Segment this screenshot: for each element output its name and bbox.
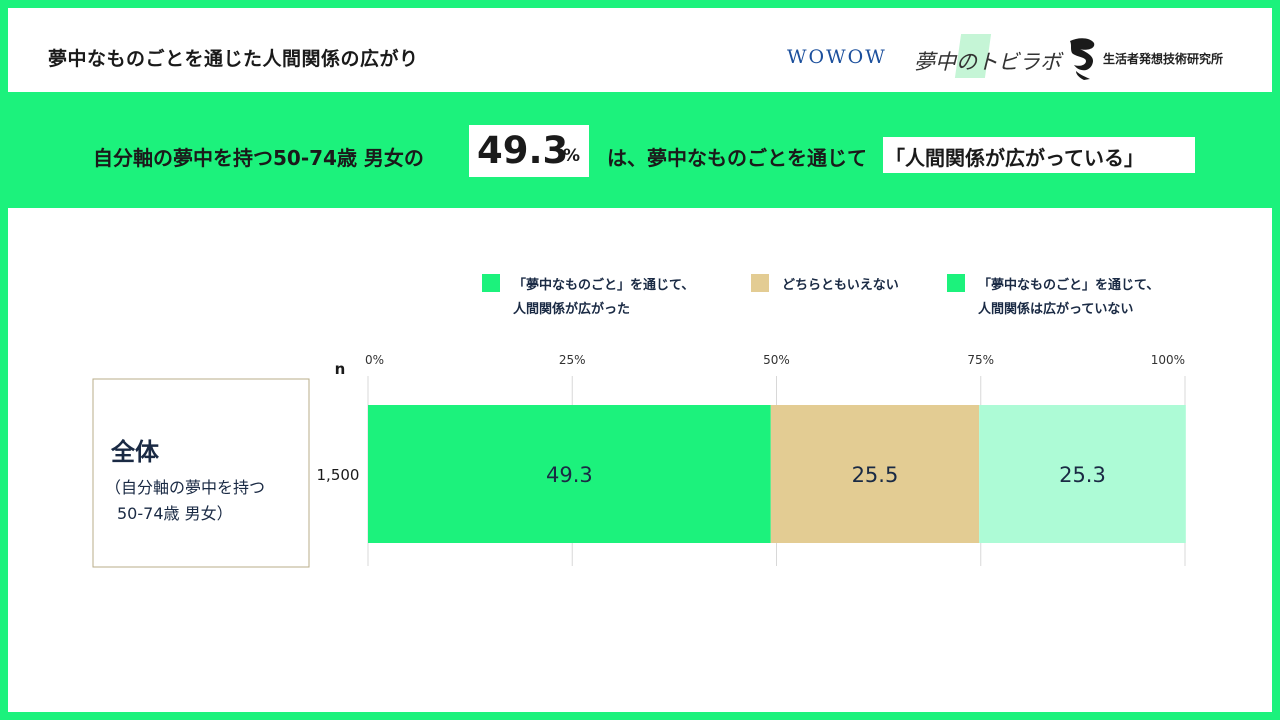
bar-segment (979, 405, 1186, 543)
wowow-logo: WOWOW (787, 46, 887, 68)
headline-highlight-text: 「人間関係が広がっている」 (885, 146, 1144, 170)
headline-text-2: は、夢中なものごとを通じて (607, 146, 867, 170)
headline-percentage-unit: % (563, 146, 581, 166)
muchu-logo-text: 夢中のトビラボ (914, 50, 1061, 74)
page-title: 夢中なものごとを通じた人間関係の広がり (48, 48, 419, 70)
bar-segment (770, 405, 980, 543)
category-title: 全体 (110, 438, 160, 466)
headline-percentage-value: 49.3 (477, 129, 569, 172)
legend-swatch-expanded (482, 274, 500, 292)
n-column-header: n (335, 360, 346, 378)
x-tick-label: 100% (1151, 353, 1185, 367)
n-value: 1,500 (317, 466, 360, 484)
headline-text-1: 自分軸の夢中を持つ50-74歳 男女の (93, 146, 424, 170)
stacked-bar-chart: 0% 25% 50% 75% 100% n 全体 （自分軸の夢中を持つ 50-74歳 男女） 1,… (92, 353, 1186, 568)
x-tick-label: 75% (967, 353, 994, 367)
header-bar: 夢中なものごとを通じた人間関係の広がり WOWOW 夢中のトビラボ 生活者発想技… (8, 8, 1272, 92)
lab-mark-icon (1070, 38, 1095, 80)
headline-percentage-box: 49.3 % (469, 125, 589, 177)
muchu-no-tobira-lab-logo: 夢中のトビラボ (908, 32, 1061, 84)
x-tick-label: 0% (365, 353, 384, 367)
legend-label-expanded: 「夢中なものごと」を通じて、 人間関係が広がった (513, 278, 695, 317)
category-subtitle-line: 50-74歳 男女） (117, 504, 233, 523)
bar-data-label: 49.3 (546, 463, 593, 487)
lab-logo-text: 生活者発想技術研究所 (1103, 52, 1224, 66)
bar-segment (368, 405, 771, 543)
legend-swatch-not-expanded (947, 274, 965, 292)
legend-swatch-neutral (751, 274, 769, 292)
bar-data-label: 25.5 (852, 463, 899, 487)
x-tick-label: 25% (559, 353, 586, 367)
legend-label-not-expanded: 「夢中なものごと」を通じて、 人間関係は広がっていない (978, 278, 1160, 317)
category-label-box (92, 378, 310, 568)
headline-highlight-box: 「人間関係が広がっている」 (883, 137, 1195, 173)
headline-banner: 自分軸の夢中を持つ50-74歳 男女の 49.3 % は、夢中なものごとを通じて… (0, 120, 1280, 188)
x-tick-label: 50% (763, 353, 790, 367)
chart-panel: 「夢中なものごと」を通じて、 人間関係が広がった どちらともいえない 「夢中なも… (8, 208, 1272, 712)
legend-label-neutral: どちらともいえない (782, 278, 899, 293)
bar-data-label: 25.3 (1059, 463, 1106, 487)
category-subtitle-line: （自分軸の夢中を持つ (105, 478, 265, 497)
